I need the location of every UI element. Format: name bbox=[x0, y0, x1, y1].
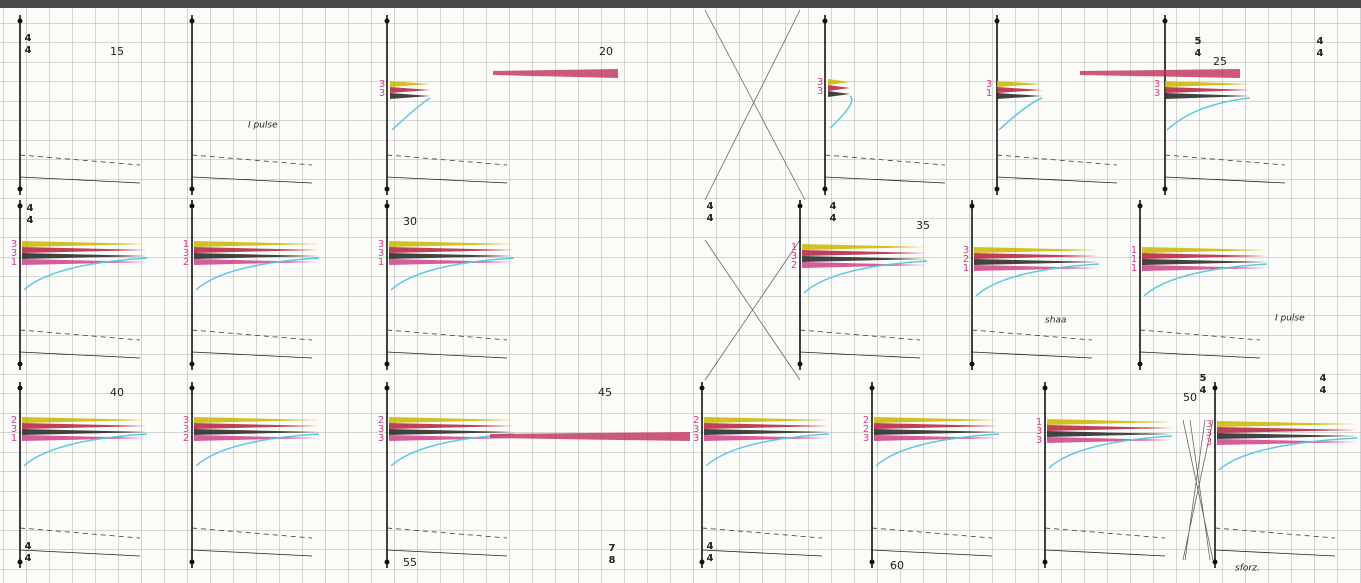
barline-dot bbox=[18, 19, 23, 24]
barline-dot bbox=[1163, 19, 1168, 24]
cluster-label: 1 bbox=[963, 263, 969, 274]
barline-dot bbox=[385, 560, 390, 565]
measure-number: 45 bbox=[598, 386, 612, 399]
cluster-label: 2 bbox=[791, 260, 797, 271]
measure-number: 30 bbox=[403, 215, 417, 228]
top-bar bbox=[0, 0, 1361, 8]
time-signature-bottom: 4 bbox=[27, 215, 34, 226]
barline-dot bbox=[385, 19, 390, 24]
cluster-label: 3 bbox=[863, 433, 869, 444]
measure-number: 15 bbox=[110, 45, 124, 58]
measure-number: 60 bbox=[890, 559, 904, 572]
barline-dot bbox=[18, 362, 23, 367]
barline-dot bbox=[995, 187, 1000, 192]
time-signature-bottom: 4 bbox=[1195, 48, 1202, 59]
barline-dot bbox=[1043, 560, 1048, 565]
barline-dot bbox=[700, 560, 705, 565]
time-signature-bottom: 4 bbox=[25, 553, 32, 564]
cluster-label: 1 bbox=[11, 433, 17, 444]
cluster-label: 3 bbox=[1036, 435, 1042, 446]
measure-number: 55 bbox=[403, 556, 417, 569]
barline-dot bbox=[385, 362, 390, 367]
barline-dot bbox=[870, 560, 875, 565]
score: 1520253035404550556044544444444454444478… bbox=[0, 0, 1361, 583]
barline-dot bbox=[1213, 560, 1218, 565]
measure-number: 50 bbox=[1183, 391, 1197, 404]
barline-dot bbox=[18, 204, 23, 209]
annotation: I pulse bbox=[248, 121, 278, 131]
annotation: shaa bbox=[1045, 316, 1066, 326]
time-signature-top: 5 bbox=[1200, 373, 1207, 384]
cluster-label: 1 bbox=[378, 257, 384, 268]
barline-dot bbox=[823, 187, 828, 192]
barline-dot bbox=[190, 362, 195, 367]
cluster-label: 1 bbox=[1131, 263, 1137, 274]
barline-dot bbox=[1163, 187, 1168, 192]
barline-dot bbox=[1138, 362, 1143, 367]
time-signature-top: 4 bbox=[707, 541, 714, 552]
time-signature-bottom: 4 bbox=[25, 45, 32, 56]
time-signature-top: 5 bbox=[1195, 36, 1202, 47]
cluster-label: 1 bbox=[11, 257, 17, 268]
barline-dot bbox=[385, 187, 390, 192]
measure-number: 40 bbox=[110, 386, 124, 399]
cluster-label: 3 bbox=[378, 433, 384, 444]
barline-dot bbox=[995, 19, 1000, 24]
cluster-label: 1 bbox=[986, 88, 992, 99]
barline-dot bbox=[1043, 386, 1048, 391]
barline-dot bbox=[190, 204, 195, 209]
barline-dot bbox=[798, 204, 803, 209]
barline-dot bbox=[190, 19, 195, 24]
cluster-label: 2 bbox=[183, 257, 189, 268]
barline-dot bbox=[823, 19, 828, 24]
cluster-label: 2 bbox=[183, 433, 189, 444]
barline-dot bbox=[385, 386, 390, 391]
time-signature-top: 7 bbox=[609, 543, 616, 554]
barline-dot bbox=[798, 362, 803, 367]
time-signature-bottom: 4 bbox=[1320, 385, 1327, 396]
barline-dot bbox=[18, 560, 23, 565]
time-signature-bottom: 4 bbox=[1317, 48, 1324, 59]
time-signature-bottom: 4 bbox=[707, 553, 714, 564]
cluster-label: 3 bbox=[693, 433, 699, 444]
page: 1520253035404550556044544444444454444478… bbox=[0, 0, 1361, 583]
time-signature-top: 4 bbox=[25, 33, 32, 44]
barline-dot bbox=[970, 362, 975, 367]
barline-dot bbox=[18, 187, 23, 192]
barline-dot bbox=[970, 204, 975, 209]
annotation: I pulse bbox=[1275, 314, 1305, 324]
annotation: sforz. bbox=[1235, 564, 1260, 574]
time-signature-top: 4 bbox=[27, 203, 34, 214]
barline-dot bbox=[190, 560, 195, 565]
time-signature-bottom: 4 bbox=[830, 213, 837, 224]
cluster-label: 3 bbox=[379, 88, 385, 99]
barline-dot bbox=[18, 386, 23, 391]
barline-dot bbox=[1138, 204, 1143, 209]
time-signature-top: 4 bbox=[707, 201, 714, 212]
time-signature-top: 4 bbox=[1317, 36, 1324, 47]
cluster-label: 3 bbox=[817, 86, 823, 97]
barline-dot bbox=[385, 204, 390, 209]
time-signature-top: 4 bbox=[25, 541, 32, 552]
time-signature-top: 4 bbox=[1320, 373, 1327, 384]
time-signature-bottom: 4 bbox=[1200, 385, 1207, 396]
time-signature-bottom: 8 bbox=[609, 555, 616, 566]
barline-dot bbox=[1213, 386, 1218, 391]
measure-number: 35 bbox=[916, 219, 930, 232]
cluster-label: 3 bbox=[1206, 437, 1212, 448]
barline-dot bbox=[870, 386, 875, 391]
barline-dot bbox=[190, 187, 195, 192]
time-signature-top: 4 bbox=[830, 201, 837, 212]
time-signature-bottom: 4 bbox=[707, 213, 714, 224]
cluster-label: 3 bbox=[1154, 88, 1160, 99]
barline-dot bbox=[190, 386, 195, 391]
measure-number: 25 bbox=[1213, 55, 1227, 68]
barline-dot bbox=[700, 386, 705, 391]
measure-number: 20 bbox=[599, 45, 613, 58]
